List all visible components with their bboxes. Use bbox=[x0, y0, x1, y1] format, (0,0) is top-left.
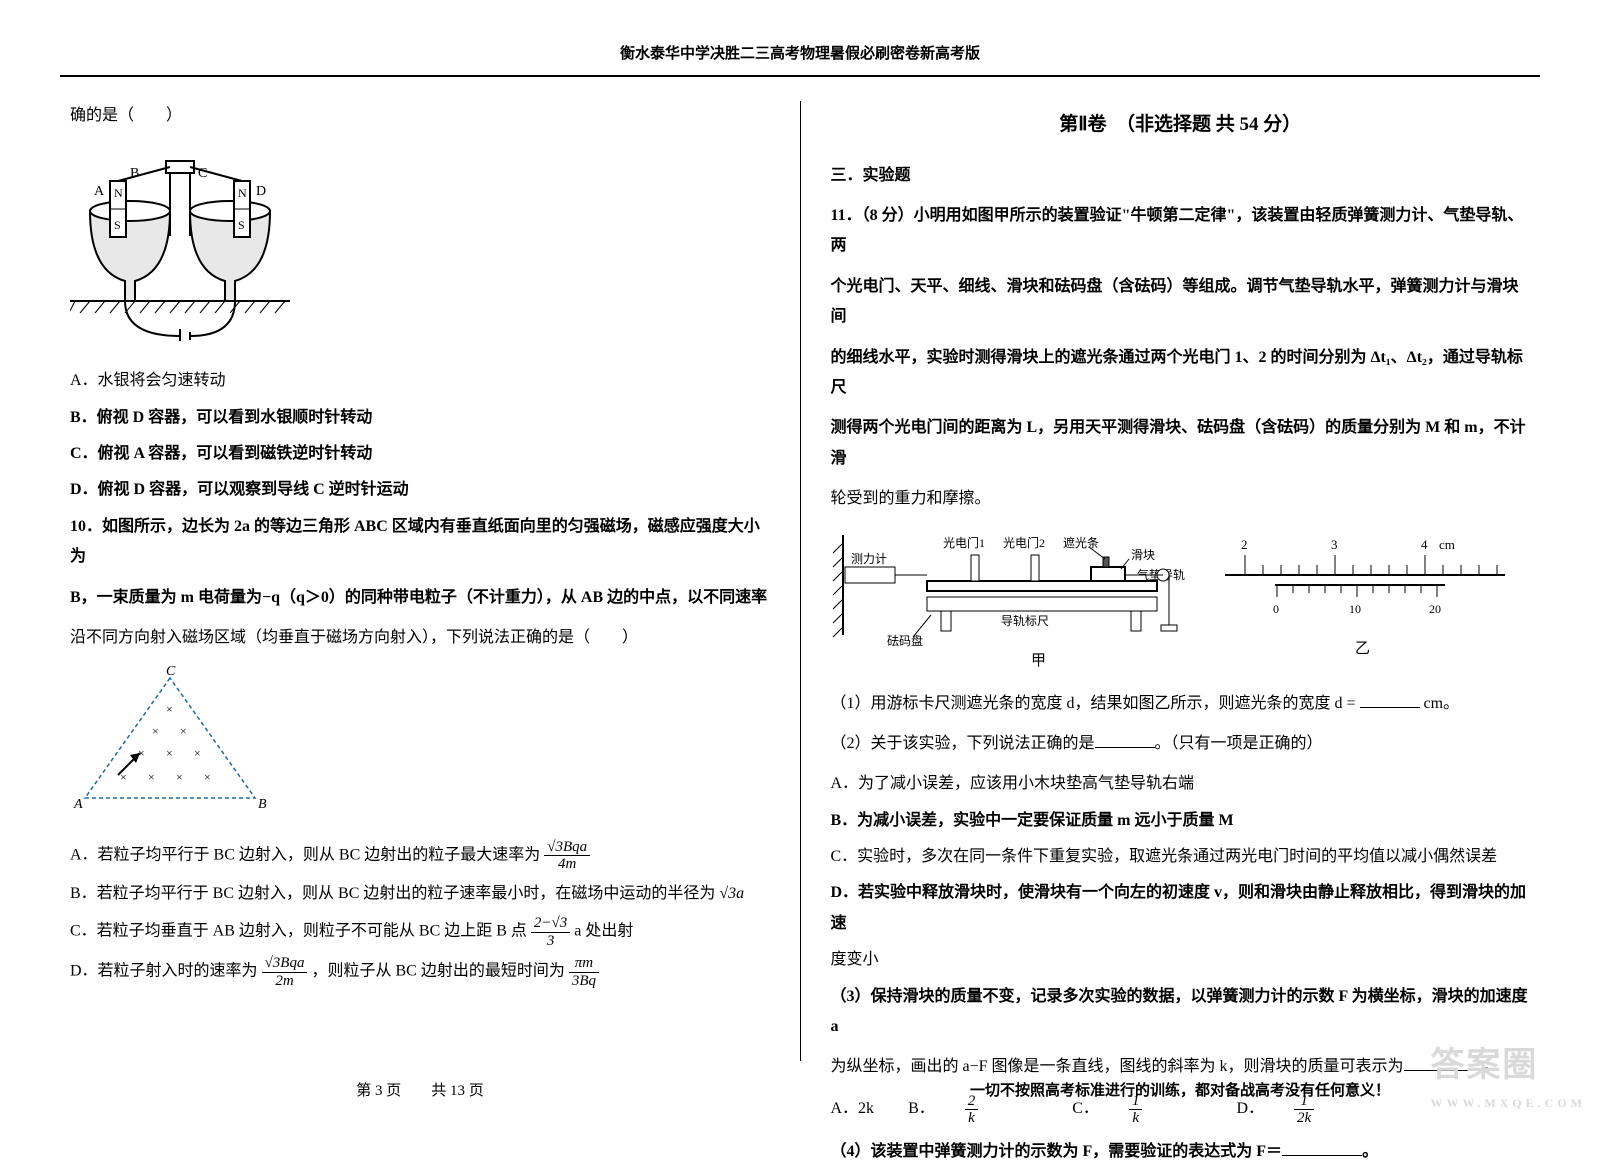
q10-stem-1: 10．如图所示，边长为 2a 的等边三角形 ABC 区域内有垂直纸面向里的匀强磁… bbox=[70, 512, 770, 573]
q11-2C: C．实验时，多次在同一条件下重复实验，取遮光条通过两光电门时间的平均值以减小偶然… bbox=[831, 842, 1531, 872]
svg-text:×: × bbox=[204, 770, 211, 784]
footer-page-number: 第 3 页 共 13 页 bbox=[60, 1077, 780, 1106]
page-header: 衡水泰华中学决胜二三高考物理暑假必刷密卷新高考版 bbox=[60, 40, 1540, 77]
q11-sub4: （4）该装置中弹簧测力计的示数为 F，需要验证的表达式为 F＝。 bbox=[831, 1137, 1531, 1167]
svg-text:光电门1: 光电门1 bbox=[943, 535, 985, 550]
watermark: 答案圈 WWW.MXQE.COM bbox=[1430, 1034, 1586, 1115]
svg-text:20: 20 bbox=[1429, 602, 1441, 616]
blank-2 bbox=[1095, 732, 1155, 748]
label-S2: S bbox=[238, 218, 245, 232]
svg-text:3: 3 bbox=[1331, 537, 1338, 552]
two-column-layout: 确的是（ ） bbox=[60, 101, 1540, 1061]
q10-opt-D: D．若粒子射入时的速率为 √3Bqa2m ，则粒子从 BC 边射出的最短时间为 … bbox=[70, 955, 770, 989]
svg-text:×: × bbox=[180, 724, 187, 738]
label-B: B bbox=[130, 166, 139, 181]
q10-stem-2: B，一束质量为 m 电荷量为−q（q＞0）的同种带电粒子（不计重力），从 AB … bbox=[70, 583, 770, 613]
label-A: A bbox=[94, 184, 105, 199]
column-divider bbox=[800, 101, 801, 1061]
label-D: D bbox=[256, 184, 266, 199]
svg-text:光电门2: 光电门2 bbox=[1003, 535, 1045, 550]
right-column: 第Ⅱ卷 （非选择题 共 54 分） 三．实验题 11．（8 分）小明用如图甲所示… bbox=[821, 101, 1541, 1061]
q9-figure: N S N S A B C D bbox=[70, 141, 770, 352]
q9-opt-A: A．水银将会匀速转动 bbox=[70, 366, 770, 396]
svg-text:滑块: 滑块 bbox=[1131, 548, 1155, 562]
q11-figure: 测力计 光电门1 光电门2 遮光条 滑块 气垫导轨 bbox=[831, 525, 1531, 675]
q11-2D-cont: 度变小 bbox=[831, 945, 1531, 975]
q11-sub3-1: （3）保持滑块的质量不变，记录多次实验的数据，以弹簧测力计的示数 F 为横坐标，… bbox=[831, 982, 1531, 1043]
svg-text:乙: 乙 bbox=[1355, 641, 1370, 657]
q11-line5: 轮受到的重力和摩擦。 bbox=[831, 484, 1531, 514]
blank-4 bbox=[1282, 1140, 1362, 1156]
q9-stem-tail: 确的是（ ） bbox=[70, 101, 770, 131]
svg-text:甲: 甲 bbox=[1031, 653, 1046, 669]
label-C: C bbox=[198, 166, 207, 181]
svg-text:×: × bbox=[148, 770, 155, 784]
q11-2B: B．为减小误差，实验中一定要保证质量 m 远小于质量 M bbox=[831, 806, 1531, 836]
tri-B: B bbox=[258, 797, 267, 812]
svg-text:0: 0 bbox=[1273, 602, 1279, 616]
q9-opt-B: B．俯视 D 容器，可以看到水银顺时针转动 bbox=[70, 403, 770, 433]
svg-text:×: × bbox=[166, 702, 173, 716]
label-S1: S bbox=[114, 218, 121, 232]
q10-opt-C: C．若粒子均垂直于 AB 边射入，则粒子不可能从 BC 边上距 B 点 2−√3… bbox=[70, 915, 770, 949]
svg-text:×: × bbox=[176, 770, 183, 784]
svg-text:×: × bbox=[152, 724, 159, 738]
svg-text:砝码盘: 砝码盘 bbox=[887, 633, 923, 648]
svg-text:2: 2 bbox=[1241, 537, 1248, 552]
section-3-label: 三．实验题 bbox=[831, 161, 1531, 191]
section-2-title: 第Ⅱ卷 （非选择题 共 54 分） bbox=[831, 107, 1531, 143]
svg-text:遮光条: 遮光条 bbox=[1063, 535, 1099, 550]
q10-opt-A: A．若粒子均平行于 BC 边射入，则从 BC 边射出的粒子最大速率为 √3Bqa… bbox=[70, 839, 770, 873]
left-column: 确的是（ ） bbox=[60, 101, 780, 1061]
q11-sub1: （1）用游标卡尺测遮光条的宽度 d，结果如图乙所示，则遮光条的宽度 d = cm… bbox=[831, 689, 1531, 719]
q10-figure: C A B × ×× ××× ×××× bbox=[70, 663, 770, 824]
label-N2: N bbox=[238, 186, 247, 200]
q11-line4: 测得两个光电门间的距离为 L，另用天平测得滑块、砝码盘（含砝码）的质量分别为 M… bbox=[831, 413, 1531, 474]
q11-line2: 个光电门、天平、细线、滑块和砝码盘（含砝码）等组成。调节气垫导轨水平，弹簧测力计… bbox=[831, 272, 1531, 333]
q9-opt-C: C．俯视 A 容器，可以看到磁铁逆时针转动 bbox=[70, 439, 770, 469]
q11-sub2: （2）关于该实验，下列说法正确的是。（只有一项是正确的） bbox=[831, 729, 1531, 759]
q11-2A: A．为了减小误差，应该用小木块垫高气垫导轨右端 bbox=[831, 769, 1531, 799]
svg-text:×: × bbox=[166, 746, 173, 760]
q11-line3: 的细线水平，实验时测得滑块上的遮光条通过两个光电门 1、2 的时间分别为 Δt₁… bbox=[831, 343, 1531, 404]
svg-text:cm: cm bbox=[1439, 537, 1455, 552]
q9-opt-D: D．俯视 D 容器，可以观察到导线 C 逆时针运动 bbox=[70, 475, 770, 505]
blank-d bbox=[1360, 692, 1420, 708]
tri-C: C bbox=[166, 664, 176, 679]
q10-stem-3: 沿不同方向射入磁场区域（均垂直于磁场方向射入），下列说法正确的是（ ） bbox=[70, 623, 770, 653]
q10-opt-B: B．若粒子均平行于 BC 边射入，则从 BC 边射出的粒子速率最小时，在磁场中运… bbox=[70, 879, 770, 909]
svg-text:导轨标尺: 导轨标尺 bbox=[1001, 614, 1049, 628]
tri-A: A bbox=[73, 797, 83, 812]
svg-text:×: × bbox=[194, 746, 201, 760]
label-N1: N bbox=[114, 186, 123, 200]
q11-line1: 11．（8 分）小明用如图甲所示的装置验证"牛顿第二定律"，该装置由轻质弹簧测力… bbox=[831, 201, 1531, 262]
svg-text:10: 10 bbox=[1349, 602, 1361, 616]
svg-text:4: 4 bbox=[1421, 537, 1428, 552]
svg-text:测力计: 测力计 bbox=[851, 552, 887, 566]
q11-2D: D．若实验中释放滑块时，使滑块有一个向左的初速度 v，则和滑块由静止释放相比，得… bbox=[831, 878, 1531, 939]
